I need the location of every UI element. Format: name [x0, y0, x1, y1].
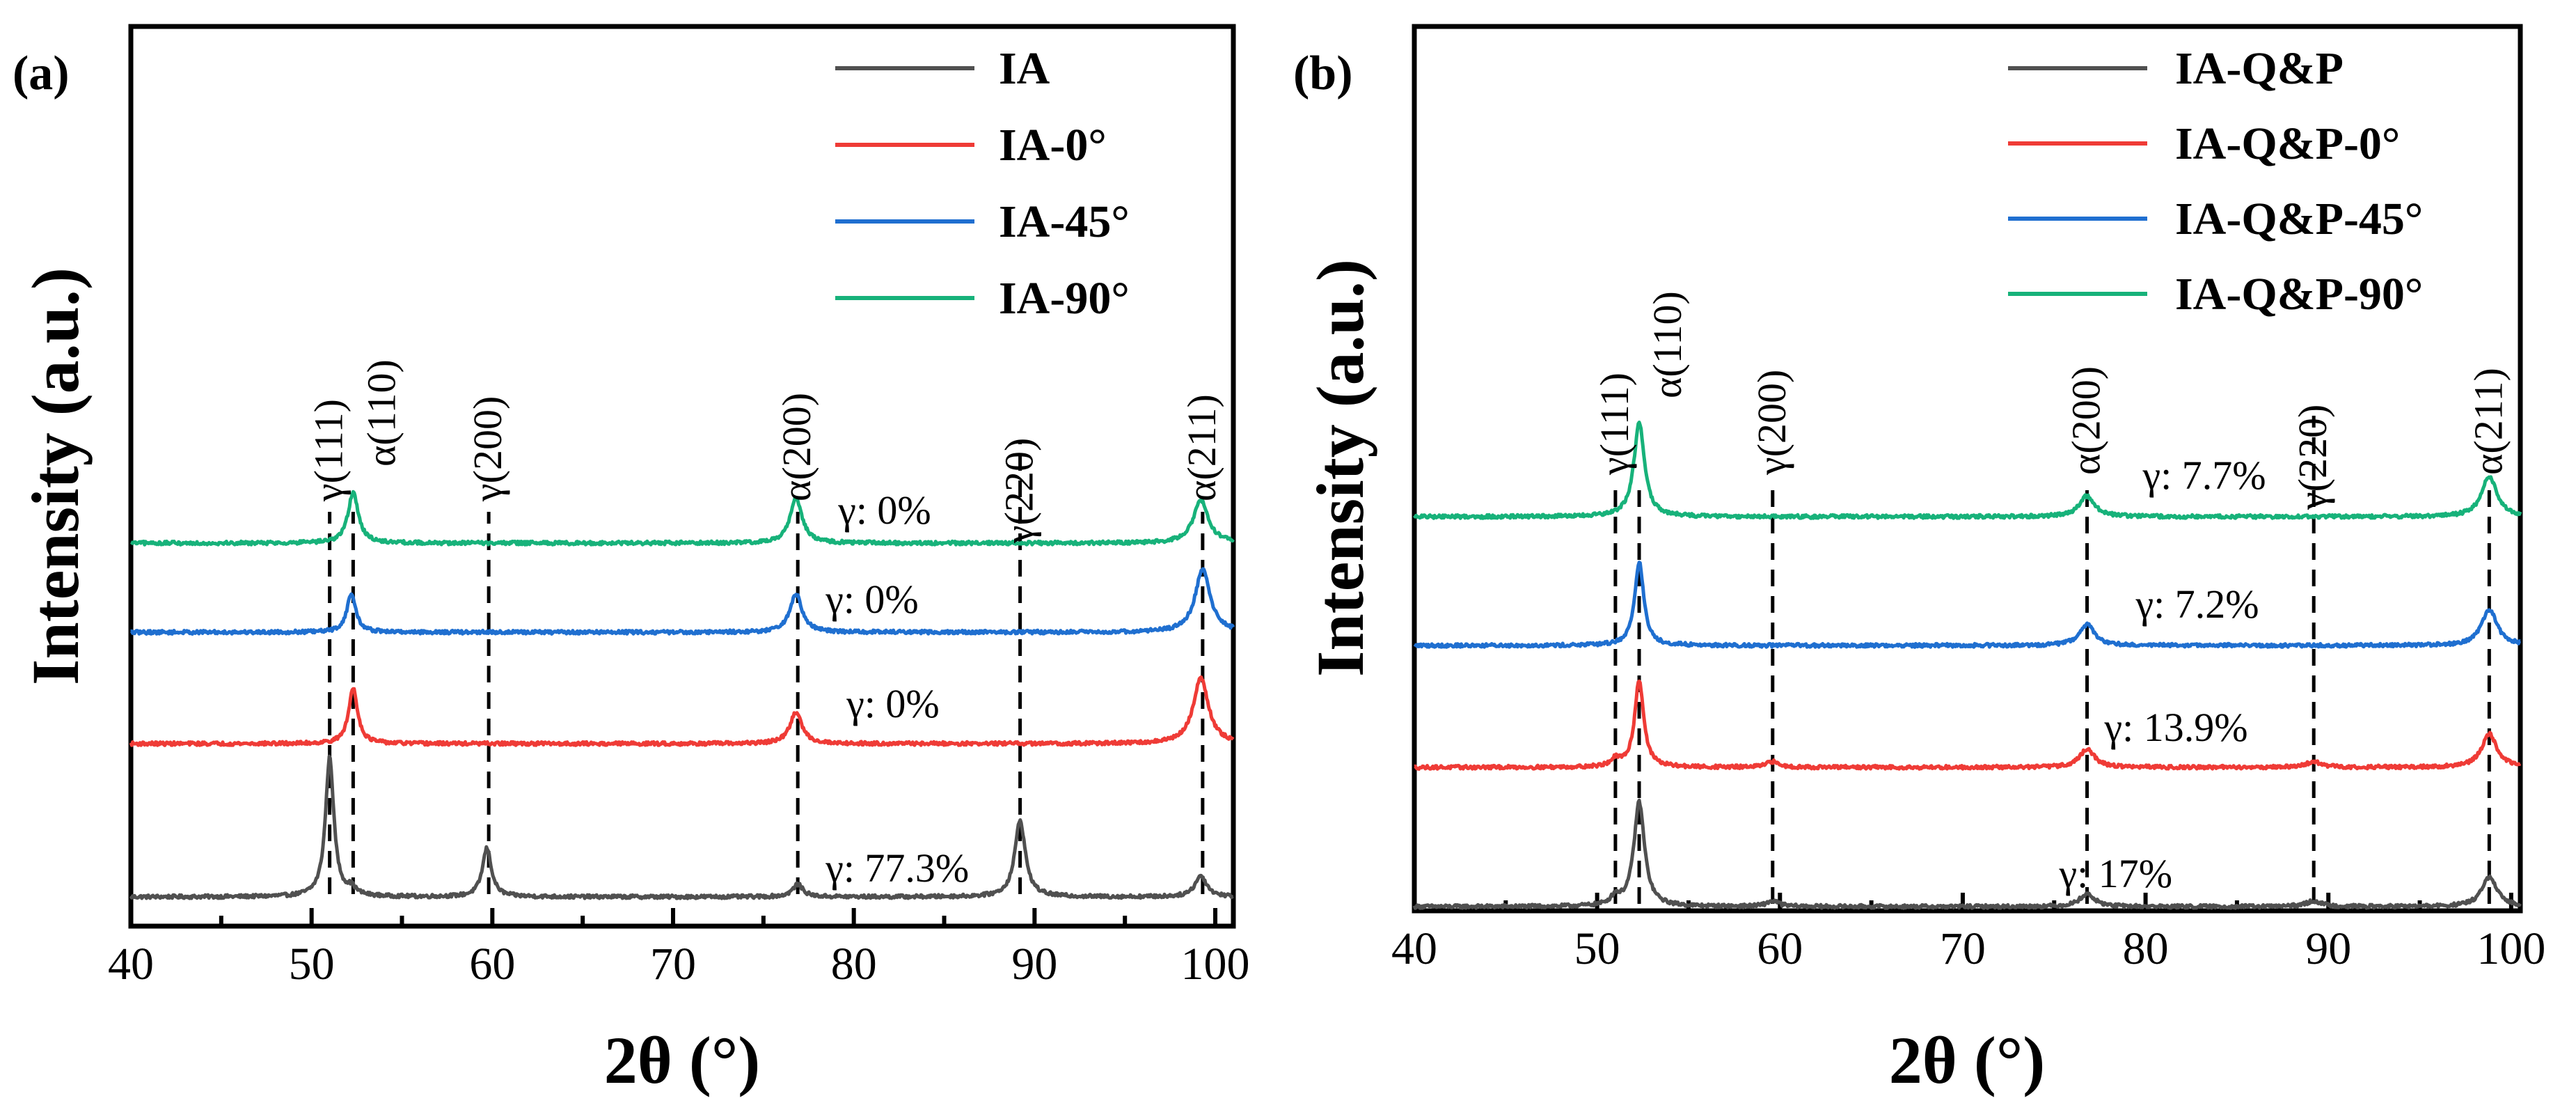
- x-axis-title: 2θ (°): [1889, 1023, 2045, 1097]
- x-tick-label: 80: [2123, 923, 2169, 974]
- x-tick-label: 50: [1574, 923, 1620, 974]
- series-line: [129, 567, 1235, 636]
- gamma-annotation: γ: 0%: [846, 681, 940, 726]
- legend-label: IA-45°: [999, 196, 1130, 247]
- peak-labels: γ(111) α(110) γ(200) α(200) γ(220) α(211…: [1592, 291, 2511, 510]
- x-tick-label: 90: [2305, 923, 2351, 974]
- series-line: [1413, 679, 2522, 771]
- peak-label: α(200): [2064, 366, 2109, 475]
- peak-label: α(110): [358, 359, 404, 467]
- reference-lines: [1613, 416, 2491, 904]
- peak-label: γ(200): [1749, 370, 1794, 476]
- x-tick-label: 50: [289, 939, 335, 989]
- reference-lines: [328, 442, 1205, 894]
- panel-b: (b) Intensity (a.u.) 2θ (°) 40 50 60 70 …: [1293, 24, 2545, 1097]
- x-tick-label: 40: [108, 939, 154, 989]
- legend-label: IA-Q&P-90°: [2175, 269, 2423, 320]
- series-lines: [1412, 421, 2522, 910]
- peak-label: α(211): [2465, 368, 2511, 475]
- series-lines: [129, 490, 1235, 900]
- legend: IA-Q&P IA-Q&P-0° IA-Q&P-45° IA-Q&P-90°: [2008, 43, 2423, 320]
- legend-label: IA: [999, 43, 1050, 94]
- x-tick-label: 90: [1011, 939, 1057, 989]
- x-tick-label: 100: [1181, 939, 1250, 989]
- legend-label: IA-90°: [999, 273, 1130, 324]
- y-axis-title: Intensity (a.u.): [18, 267, 93, 685]
- series-line: [1412, 798, 2522, 910]
- series-line: [129, 675, 1235, 747]
- gamma-annotation: γ: 13.9%: [2104, 705, 2248, 750]
- series-line: [129, 490, 1235, 547]
- x-tick-label: 40: [1391, 923, 1437, 974]
- x-tick-labels: 40 50 60 70 80 90 100: [108, 939, 1250, 989]
- x-axis-title: 2θ (°): [604, 1023, 760, 1097]
- gamma-annotation: γ: 7.2%: [2135, 581, 2259, 627]
- panel-a: (a) Intensity (a.u.) 2θ (°) 40 50 60 70 …: [13, 24, 1250, 1097]
- peak-label: α(110): [1645, 291, 1690, 398]
- plot-frame: [128, 24, 1236, 929]
- panel-label: (b): [1293, 47, 1353, 100]
- peak-label: γ(220): [997, 438, 1042, 544]
- y-axis-title: Intensity (a.u.): [1303, 259, 1377, 677]
- x-tick-labels: 40 50 60 70 80 90 100: [1391, 923, 2545, 974]
- legend-label: IA-Q&P-45°: [2175, 194, 2423, 244]
- x-tick-label: 100: [2476, 923, 2545, 974]
- gamma-annotation: γ: 0%: [837, 487, 931, 533]
- peak-label: γ(200): [465, 396, 510, 502]
- x-tick-label: 70: [1940, 923, 1986, 974]
- x-tick-label: 60: [469, 939, 515, 989]
- legend-label: IA-Q&P: [2175, 43, 2344, 94]
- panel-label: (a): [13, 47, 70, 100]
- legend: IA IA-0° IA-45° IA-90°: [835, 43, 1130, 324]
- gamma-annotation: γ: 77.3%: [825, 845, 969, 891]
- legend-label: IA-0°: [999, 120, 1107, 171]
- gamma-annotation: γ: 0%: [825, 577, 919, 622]
- gamma-annotations: γ: 7.7% γ: 7.2% γ: 13.9% γ: 17%: [2059, 453, 2266, 896]
- x-tick-label: 70: [650, 939, 696, 989]
- peak-label: γ(111): [306, 399, 351, 502]
- x-ticks: [129, 908, 1218, 926]
- legend-label: IA-Q&P-0°: [2175, 118, 2400, 169]
- peak-label: γ(220): [2290, 405, 2335, 510]
- series-line: [1413, 561, 2522, 649]
- gamma-annotation: γ: 7.7%: [2142, 453, 2266, 498]
- gamma-annotation: γ: 17%: [2059, 851, 2173, 896]
- plot-frame: [1412, 24, 2523, 914]
- x-tick-label: 60: [1757, 923, 1803, 974]
- gamma-annotations: γ: 0% γ: 0% γ: 0% γ: 77.3%: [825, 487, 969, 891]
- peak-label: γ(111): [1592, 373, 1637, 476]
- peak-labels: γ(111) α(110) γ(200) α(200) γ(220) α(211…: [306, 359, 1224, 544]
- peak-label: α(211): [1179, 394, 1224, 501]
- series-line: [1412, 421, 2522, 520]
- series-line: [129, 754, 1235, 900]
- x-tick-label: 80: [831, 939, 877, 989]
- peak-label: α(200): [774, 393, 819, 501]
